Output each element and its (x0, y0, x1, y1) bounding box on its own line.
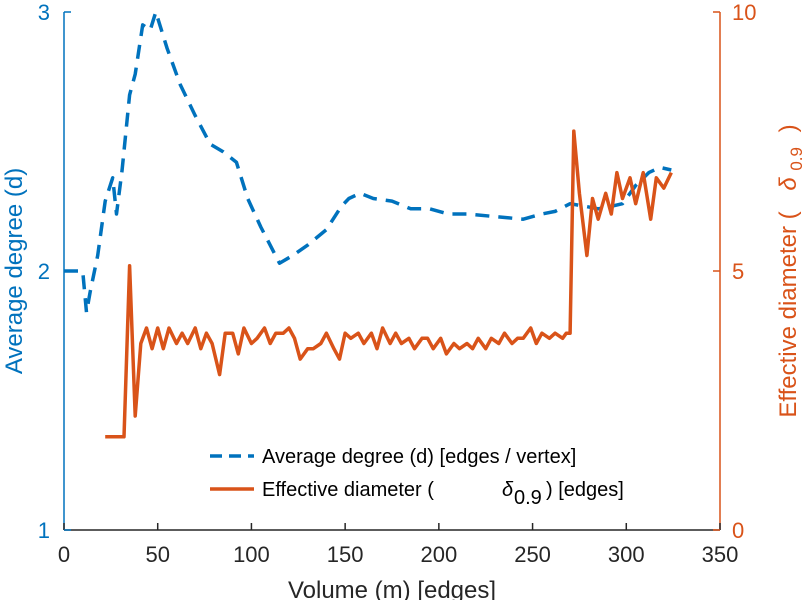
plot-layer: 0 50 100 150 200 250 300 350 1 2 3 0 5 10 (38, 0, 757, 567)
x-tick-label: 250 (514, 542, 551, 567)
y-right-tick-label: 0 (732, 518, 744, 543)
y-axis-label-right-delta: δ (775, 177, 802, 191)
y-axis-label-right-part-1: Effective diameter ( (775, 211, 802, 417)
x-tick-label: 350 (702, 542, 739, 567)
y-axis-label-right: Effective diameter ( δ 0.9 ) (775, 124, 808, 417)
y-right-tick-label: 5 (732, 259, 744, 284)
x-tick-label: 300 (608, 542, 645, 567)
legend-label-effective-diameter-subscript: 0.9 (514, 487, 542, 509)
series-line-average-degree (64, 10, 672, 315)
legend-label-effective-diameter-b: ) [edges] (546, 479, 624, 501)
x-tick-label: 50 (145, 542, 169, 567)
legend-label-effective-diameter-delta: δ (502, 479, 514, 501)
series-layer (64, 10, 673, 439)
series-line-effective-diameter (105, 129, 673, 439)
y-left-tick-label: 1 (38, 518, 50, 543)
legend-label-average-degree: Average degree (d) [edges / vertex] (262, 446, 576, 468)
y-left-tick-label: 2 (38, 259, 50, 284)
y-axis-label-right-part-4: ) (775, 124, 802, 132)
x-tick-label: 100 (233, 542, 270, 567)
y-left-tick-label: 3 (38, 0, 50, 25)
y-right-tick-label: 10 (732, 0, 756, 25)
x-tick-label: 0 (58, 542, 70, 567)
y-axis-label-left: Average degree (d) (1, 168, 28, 374)
y-axis-label-right-subscript: 0.9 (787, 147, 806, 171)
x-tick-label: 200 (420, 542, 457, 567)
legend: Average degree (d) [edges / vertex] Effe… (210, 446, 624, 509)
x-axis-label: Volume (m) [edges] (288, 577, 496, 600)
legend-label-effective-diameter-a: Effective diameter ( (262, 479, 434, 501)
x-tick-label: 150 (327, 542, 364, 567)
